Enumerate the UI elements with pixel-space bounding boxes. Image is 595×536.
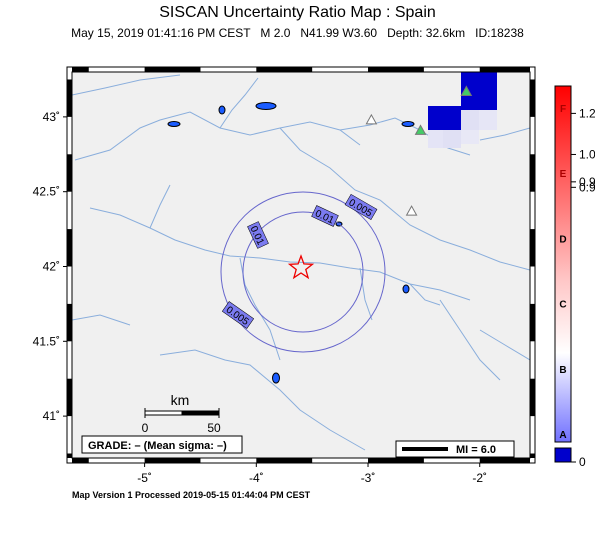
colorbar-grade-letter: A <box>559 430 566 441</box>
lat-tick-label: 41.5˚ <box>33 334 60 348</box>
lon-tick-label: -4˚ <box>249 471 264 485</box>
grade-box: GRADE: – (Mean sigma: –) <box>81 435 243 454</box>
uncertainty-cells <box>428 72 497 148</box>
scale-bar: km 0 50 <box>142 392 221 435</box>
lon-tick-label: -2˚ <box>472 471 487 485</box>
rivers <box>72 74 530 451</box>
station-marker <box>460 85 473 96</box>
contours <box>220 191 386 353</box>
colorbar-tick-label: 1.0 <box>579 147 595 161</box>
map-title: SISCAN Uncertainty Ratio Map : Spain <box>159 4 436 21</box>
scale-unit: km <box>171 392 190 408</box>
event-info: May 15, 2019 01:41:16 PM CEST M 2.0 N41.… <box>71 26 524 40</box>
lat-tick-label: 41˚ <box>43 409 60 423</box>
map-frame <box>66 66 536 464</box>
colorbar-grade-letter: C <box>559 300 566 311</box>
lakes <box>167 102 415 384</box>
processed-note: Map Version 1 Processed 2019-05-15 01:44… <box>72 490 311 500</box>
lat-tick-label: 42˚ <box>43 259 60 273</box>
colorbar-tick-label: 0 <box>579 455 586 469</box>
colorbar: F E D C B A 1.2 1.0 0.90.9 0 <box>554 85 595 469</box>
mi-legend-label: MI = 6.0 <box>456 444 496 456</box>
grade-text: GRADE: – (Mean sigma: –) <box>88 440 227 452</box>
scale-label: 50 <box>207 421 221 435</box>
colorbar-tick-label: 0.9 <box>579 180 595 194</box>
lon-tick-label: -5˚ <box>137 471 152 485</box>
lat-tick-label: 43˚ <box>43 110 60 124</box>
station-marker <box>365 113 378 125</box>
scale-label: 0 <box>142 421 149 435</box>
station-marker <box>405 205 418 216</box>
colorbar-grade-letter: D <box>559 234 566 245</box>
epicenter-star <box>287 254 315 280</box>
stations <box>365 85 473 216</box>
colorbar-grade-letter: E <box>560 169 567 180</box>
lat-tick-label: 42.5˚ <box>33 185 60 199</box>
mi-legend: MI = 6.0 <box>395 440 515 458</box>
colorbar-nodata-swatch <box>554 447 572 463</box>
colorbar-grade-letter: B <box>559 365 566 376</box>
station-marker <box>414 124 427 135</box>
axis-tick-labels: -5˚ -4˚ -3˚ -2˚ 41˚ 41.5˚ 42˚ 42.5˚ 43˚ <box>33 110 487 485</box>
colorbar-tick-label: 0.9 <box>579 175 595 189</box>
lon-tick-label: -3˚ <box>361 471 376 485</box>
colorbar-grade-letter: F <box>560 104 566 115</box>
colorbar-tick-label: 1.2 <box>579 106 595 120</box>
